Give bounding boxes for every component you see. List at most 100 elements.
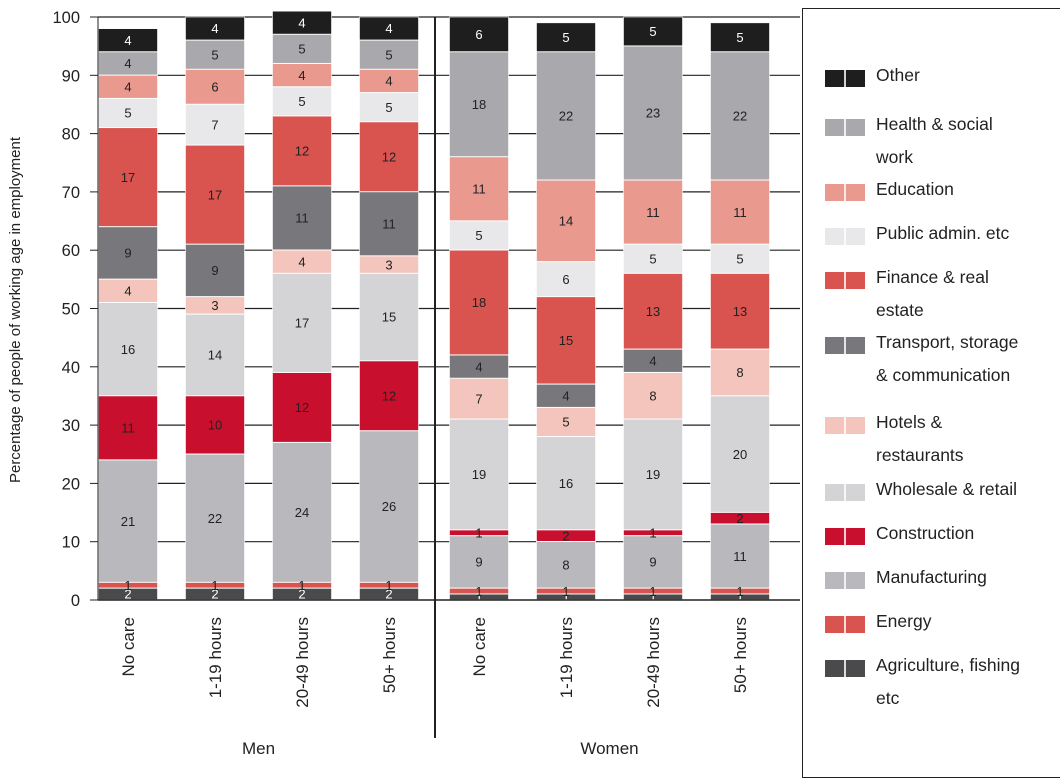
bar-segment — [449, 418, 509, 530]
segment-label: 22 — [559, 109, 573, 124]
segment-label: 4 — [124, 284, 131, 299]
segment-label: 12 — [295, 400, 309, 415]
segment-label: 1 — [649, 584, 656, 599]
bar-segment — [449, 16, 509, 52]
legend-label: Health & social work — [876, 114, 993, 167]
legend-swatch — [825, 484, 865, 501]
legend-label: Construction — [876, 523, 975, 543]
segment-label: 10 — [208, 418, 222, 433]
segment-label: 23 — [646, 106, 660, 121]
bar-segment — [623, 418, 683, 530]
legend: Other Health & social work Education Public … — [802, 8, 1060, 778]
segment-label: 20 — [733, 447, 747, 462]
segment-label: 4 — [124, 33, 131, 48]
segment-label: 11 — [733, 549, 747, 564]
segment-label: 1 — [385, 578, 392, 593]
bar-segment — [359, 360, 419, 431]
segment-label: 5 — [124, 106, 131, 121]
bar-segment — [623, 349, 683, 373]
legend-swatch — [825, 616, 865, 633]
segment-label: 8 — [562, 558, 569, 573]
y-tick-label: 10 — [62, 534, 80, 552]
bar-segment — [623, 535, 683, 589]
segment-label: 9 — [649, 555, 656, 570]
bar-segment — [185, 582, 245, 589]
segment-label: 24 — [295, 505, 309, 520]
bar-segment — [536, 179, 596, 262]
segment-label: 12 — [295, 144, 309, 159]
y-tick-label: 40 — [62, 359, 80, 377]
x-tick-label: No care — [119, 617, 138, 677]
bar-segment — [710, 22, 770, 52]
legend-item: Finance & real estate — [825, 267, 1061, 327]
legend-swatch — [825, 70, 865, 87]
legend-swatch — [825, 228, 865, 245]
segment-label: 19 — [646, 467, 660, 482]
segment-label: 4 — [385, 74, 392, 89]
bar-segment — [536, 529, 596, 542]
bar-segment — [536, 407, 596, 437]
bar-segment — [185, 296, 245, 315]
bar-segment — [623, 273, 683, 350]
legend-item: Agriculture, fishing etc — [825, 655, 1061, 715]
bar-segment — [623, 372, 683, 420]
segment-label: 26 — [382, 499, 396, 514]
segment-label: 21 — [121, 514, 135, 529]
segment-label: 2 — [385, 587, 392, 602]
segment-label: 1 — [475, 590, 482, 605]
segment-label: 5 — [736, 30, 743, 45]
x-tick-label: 50+ hours — [380, 617, 399, 693]
bar-segment — [272, 115, 332, 186]
bar-segment — [449, 249, 509, 356]
segment-label: 1 — [562, 584, 569, 599]
segment-label: 5 — [298, 94, 305, 109]
segment-label: 2 — [736, 511, 743, 526]
legend-label: Education — [876, 179, 954, 199]
segment-label: 14 — [208, 348, 222, 363]
legend-label: Transport, storage & communication — [876, 332, 1019, 385]
bar-segment — [536, 541, 596, 589]
bar-segment — [623, 244, 683, 274]
bar-segment — [359, 16, 419, 41]
segment-label: 11 — [382, 216, 396, 231]
segment-label: 15 — [559, 333, 573, 348]
segment-label: 5 — [736, 251, 743, 266]
y-tick-label: 100 — [52, 9, 80, 27]
x-tick-label: 20-49 hours — [293, 617, 312, 708]
bar-segment — [710, 349, 770, 396]
segment-label: 22 — [208, 511, 222, 526]
group-label: Women — [580, 739, 638, 758]
segment-label: 5 — [649, 24, 656, 39]
bar-segment — [710, 588, 770, 595]
y-tick-label: 20 — [62, 475, 80, 493]
segment-label: 6 — [475, 27, 482, 42]
bar-segment — [98, 127, 158, 227]
legend-swatch — [825, 572, 865, 589]
x-tick-label: 1-19 hours — [557, 617, 576, 698]
bar-segment — [710, 273, 770, 350]
legend-swatch — [825, 660, 865, 677]
bar-segment — [536, 383, 596, 408]
bar-segment — [185, 453, 245, 583]
bar-segment — [623, 179, 683, 245]
segment-label: 18 — [472, 295, 486, 310]
legend-item: Construction — [825, 523, 1061, 550]
y-axis: 0 10 20 30 40 50 60 70 80 90 100 — [52, 9, 800, 610]
legend-swatch — [825, 337, 865, 354]
legend-item: Energy — [825, 611, 1061, 638]
bar-segment — [272, 582, 332, 589]
bar-segment — [185, 314, 245, 396]
legend-swatch — [825, 417, 865, 434]
segment-label: 1 — [649, 525, 656, 540]
bar-segment — [359, 430, 419, 583]
segment-label: 16 — [559, 476, 573, 491]
segment-label: 2 — [211, 587, 218, 602]
segment-label: 1 — [211, 578, 218, 593]
segment-value-labels: 2121111649175444212210143917765421241217… — [121, 15, 747, 604]
legend-swatch — [825, 272, 865, 289]
segment-label: 15 — [382, 310, 396, 325]
bar-segment — [98, 395, 158, 460]
bar-segment — [710, 395, 770, 513]
bar-segment — [359, 582, 419, 589]
bar-segment — [185, 244, 245, 297]
